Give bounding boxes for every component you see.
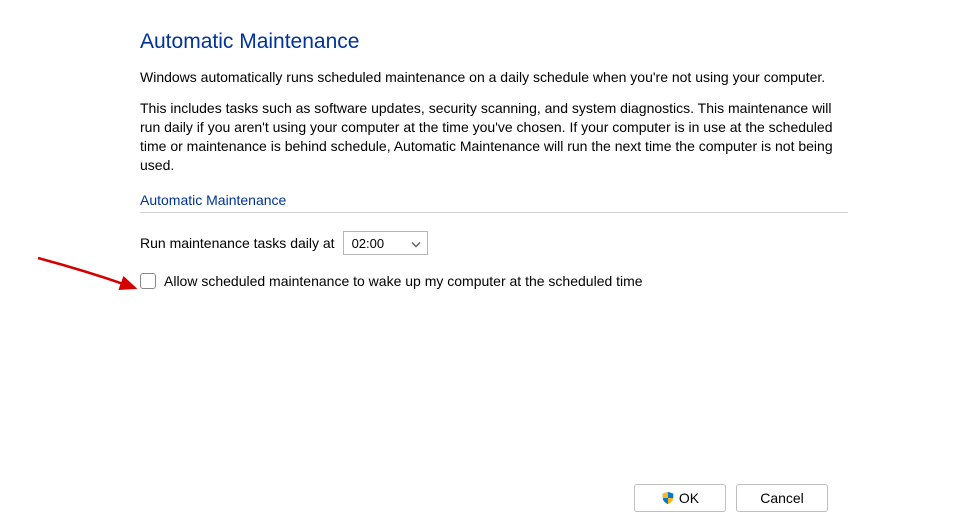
page-title: Automatic Maintenance (140, 30, 848, 54)
chevron-down-icon (411, 236, 421, 251)
wake-checkbox-label: Allow scheduled maintenance to wake up m… (164, 273, 643, 289)
uac-shield-icon (661, 491, 675, 505)
intro-paragraph-1: Windows automatically runs scheduled mai… (140, 68, 848, 87)
cancel-button[interactable]: Cancel (736, 484, 828, 512)
section-header: Automatic Maintenance (140, 192, 848, 213)
wake-checkbox[interactable] (140, 273, 156, 289)
intro-paragraph-2: This includes tasks such as software upd… (140, 99, 848, 175)
time-dropdown-value: 02:00 (352, 236, 385, 251)
ok-button-label: OK (679, 490, 699, 506)
schedule-label: Run maintenance tasks daily at (140, 235, 335, 251)
ok-button[interactable]: OK (634, 484, 726, 512)
time-dropdown[interactable]: 02:00 (343, 231, 428, 255)
cancel-button-label: Cancel (760, 490, 804, 506)
